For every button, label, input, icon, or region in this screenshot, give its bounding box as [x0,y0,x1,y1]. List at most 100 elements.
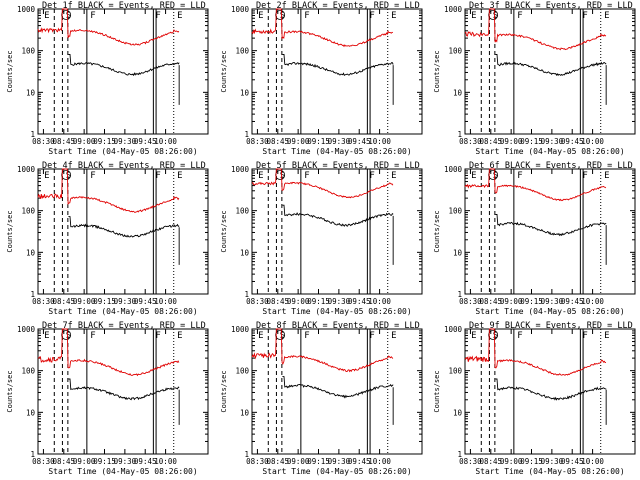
x-tick-label: 08:45 [52,297,75,306]
x-tick-label: 09:00 [73,297,96,306]
chart-title: Det 2f BLACK = Events, RED = LLD [256,1,420,11]
y-tick-label: 10 [453,248,463,257]
marker-label: F [582,171,587,181]
chart-title: Det 4f BLACK = Events, RED = LLD [42,161,206,171]
x-tick-label: 10:00 [368,457,391,466]
y-axis-label: Counts/sec [433,50,441,92]
x-tick-label: 08:30 [32,137,55,146]
x-tick-label: 09:00 [500,457,523,466]
marker-label: F [90,331,95,341]
y-axis-label: Counts/sec [220,370,228,412]
x-tick-label: 10:00 [154,297,177,306]
y-tick-label: 1000 [17,165,36,174]
x-tick-label: 08:45 [479,457,502,466]
x-tick-label: 09:30 [114,297,137,306]
y-tick-label: 100 [448,367,462,376]
marker-label: F [369,331,374,341]
marker-label: E [391,171,396,181]
y-tick-label: 10 [26,248,36,257]
marker-label: E [258,11,263,21]
y-tick-label: 1000 [444,165,463,174]
x-tick-label: 09:45 [561,137,584,146]
x-tick-label: 10:00 [368,297,391,306]
x-tick-label: 10:00 [581,137,604,146]
y-tick-label: 1000 [17,325,36,334]
chart-panel-5: Det 5f BLACK = Events, RED = LLD 1 10 100 10… [220,161,423,316]
y-axis-label: Counts/sec [6,370,14,412]
x-tick-label: 09:45 [348,457,371,466]
marker-label: E [177,171,182,181]
y-tick-label: 1 [457,290,462,299]
marker-label: E [471,331,476,341]
x-tick-label: 09:15 [93,297,116,306]
chart-title: Det 6f BLACK = Events, RED = LLD [469,161,633,171]
marker-label: F [582,331,587,341]
x-tick-label: 09:00 [73,137,96,146]
series-line-lld [37,168,180,214]
marker-circle [61,10,72,20]
marker-label: E [471,11,476,21]
y-tick-label: 1 [457,130,462,139]
plot-frame [251,328,423,455]
y-tick-label: 1 [30,130,35,139]
marker-label: F [155,11,160,21]
y-tick-label: 10 [453,408,463,417]
y-tick-label: 10 [453,88,463,97]
plot-frame [251,168,423,295]
marker-label: E [391,11,396,21]
series-line-events [68,54,180,77]
x-tick-label: 08:30 [459,457,482,466]
y-tick-label: 1000 [231,165,250,174]
y-tick-label: 100 [21,207,35,216]
y-tick-label: 100 [21,47,35,56]
marker-label: F [90,11,95,21]
plot-frame [37,168,209,295]
chart-panel-8: Det 8f BLACK = Events, RED = LLD 1 10 100 10… [220,321,423,476]
x-tick-label: 08:45 [52,457,75,466]
plot-frame [464,8,636,135]
marker-circle [275,10,286,20]
series-line-events [282,376,394,399]
x-tick-label: 09:00 [73,457,96,466]
plot-frame [251,8,423,135]
chart-panel-9: Det 9f BLACK = Events, RED = LLD 1 10 100 10… [433,321,636,476]
x-tick-label: 10:00 [368,137,391,146]
x-axis-label: Start Time (04-May-05 08:26:00) [475,467,624,476]
y-tick-label: 1 [244,130,249,139]
marker-label: F [155,171,160,181]
y-tick-label: 1 [457,450,462,459]
x-tick-label: 09:45 [348,137,371,146]
x-tick-label: 09:15 [307,297,330,306]
plot-frame [37,328,209,455]
marker-label: F [155,331,160,341]
marker-label: E [177,331,182,341]
x-tick-label: 09:30 [328,137,351,146]
x-axis-label: Start Time (04-May-05 08:26:00) [262,467,411,476]
x-tick-label: 09:30 [114,457,137,466]
marker-label: S [280,331,285,341]
chart-title: Det 7f BLACK = Events, RED = LLD [42,321,206,331]
series-line-lld [464,328,606,376]
marker-label: S [493,331,498,341]
marker-label: E [258,331,263,341]
marker-label: F [517,331,522,341]
chart-panel-2: Det 2f BLACK = Events, RED = LLD 1 10 100 10… [220,1,423,156]
chart-panel-6: Det 6f BLACK = Events, RED = LLD 1 10 100 10… [433,161,636,316]
x-axis-label: Start Time (04-May-05 08:26:00) [475,147,624,156]
series-line-lld [251,328,394,373]
x-tick-label: 08:30 [459,297,482,306]
plot-frame [37,8,209,135]
x-tick-label: 09:00 [500,297,523,306]
y-tick-label: 1 [30,290,35,299]
chart-panel-3: Det 3f BLACK = Events, RED = LLD 1 10 100 10… [433,1,636,156]
series-line-lld [251,8,393,48]
x-tick-label: 09:30 [541,137,564,146]
x-tick-label: 08:30 [246,297,269,306]
marker-label: E [44,171,49,181]
x-tick-label: 09:00 [287,137,310,146]
chart-panel-7: Det 7f BLACK = Events, RED = LLD 1 10 100 10… [6,321,209,476]
marker-label: S [66,11,71,21]
chart-title: Det 3f BLACK = Events, RED = LLD [469,1,633,11]
x-axis-label: Start Time (04-May-05 08:26:00) [48,307,197,316]
marker-label: F [90,171,95,181]
